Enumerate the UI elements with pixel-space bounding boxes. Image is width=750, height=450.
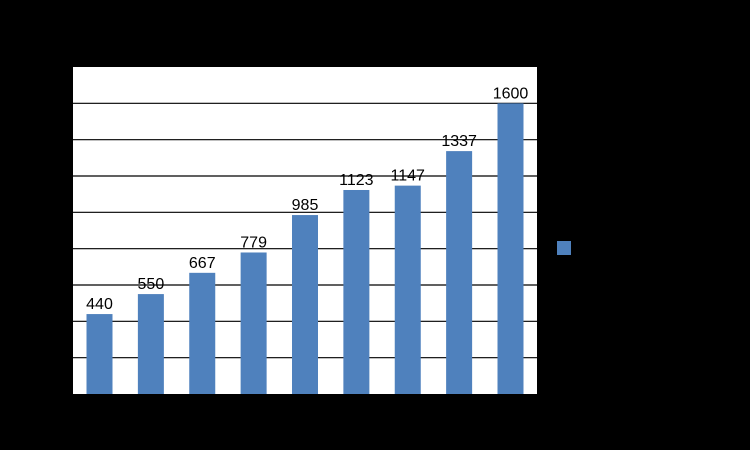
bar-series	[86, 103, 524, 394]
data-label: 667	[189, 255, 216, 272]
legend	[557, 241, 571, 255]
data-label: 1337	[441, 133, 477, 150]
bar	[394, 185, 421, 394]
data-label: 440	[86, 296, 113, 313]
data-label: 1123	[339, 172, 374, 189]
bar	[137, 294, 164, 394]
bar	[86, 314, 113, 394]
data-label: 779	[240, 234, 267, 251]
legend-swatch	[557, 241, 571, 255]
data-label: 985	[292, 197, 319, 214]
data-labels: 440 550 667 779 985 1123 1147 1337 1600	[86, 85, 528, 313]
data-label: 1600	[493, 85, 529, 102]
data-label: 1147	[391, 168, 426, 185]
bar	[189, 272, 216, 394]
bar	[343, 189, 370, 394]
bar	[446, 151, 473, 394]
bar	[292, 215, 318, 394]
bar	[240, 252, 267, 394]
bar	[497, 103, 524, 394]
data-label: 550	[138, 276, 165, 293]
